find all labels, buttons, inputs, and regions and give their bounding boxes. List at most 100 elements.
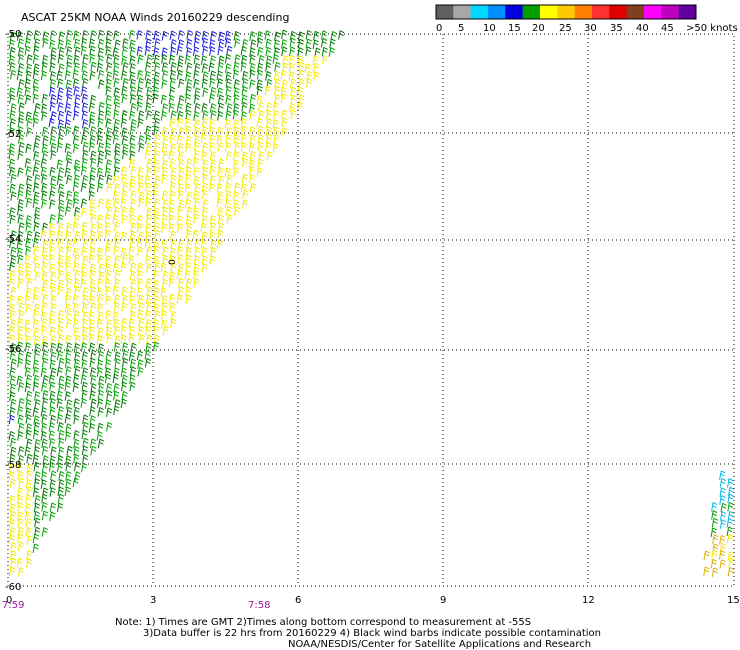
wind-barb [40, 230, 47, 240]
wind-barb [49, 166, 56, 177]
wind-barb [242, 199, 249, 209]
wind-barb [161, 54, 168, 64]
wind-barb [249, 62, 256, 73]
wind-barb [129, 94, 137, 104]
wind-barb [48, 254, 55, 264]
wind-barb [49, 39, 56, 50]
wind-barb [209, 77, 216, 88]
wind-barb [120, 381, 128, 392]
wind-barb [57, 134, 64, 144]
wind-barb [727, 502, 734, 512]
wind-barb [162, 270, 169, 281]
wind-barb [185, 142, 192, 153]
wind-barb [161, 301, 168, 312]
wind-barb [33, 221, 40, 232]
wind-barb [160, 319, 168, 329]
wind-barb [193, 255, 200, 265]
wind-barb [144, 182, 152, 192]
wind-barb [201, 117, 209, 128]
wind-barb [217, 206, 224, 217]
wind-barb [128, 333, 135, 344]
wind-barb [129, 270, 136, 281]
wind-barb [32, 359, 39, 369]
wind-barb [114, 39, 121, 49]
wind-barb [154, 261, 161, 272]
wind-barb [97, 303, 104, 313]
wind-barb [50, 295, 57, 305]
wind-barb [82, 53, 89, 64]
wind-barb [224, 37, 232, 48]
wind-barb [121, 357, 129, 368]
wind-barb [162, 246, 169, 256]
wind-barb [146, 110, 153, 120]
wind-barb [137, 167, 144, 177]
wind-barb [50, 271, 57, 281]
wind-barb [25, 399, 32, 409]
wind-barb [328, 47, 335, 57]
wind-barb [32, 454, 39, 464]
wind-barb [202, 142, 209, 152]
latitude-labels: -50 -52 -54 -56 -58 -60 [5, 29, 21, 593]
wind-barb [168, 293, 176, 304]
wind-barb [193, 69, 200, 80]
wind-barb [57, 317, 65, 328]
wind-barb [113, 221, 121, 232]
wind-barb [146, 334, 153, 344]
wind-barb [194, 102, 201, 113]
wind-barb [57, 214, 64, 224]
wind-barb [120, 198, 127, 208]
wind-barb [97, 398, 104, 408]
wind-barb [289, 103, 296, 113]
wind-barb [273, 39, 280, 49]
wind-barb [113, 390, 120, 401]
wind-barb [49, 229, 56, 240]
wind-barb [9, 207, 16, 217]
wind-barb [216, 126, 224, 137]
wind-barb [72, 247, 79, 257]
wind-barb [9, 94, 16, 104]
wind-barb [153, 222, 160, 232]
wind-barb [34, 517, 41, 528]
wind-barb [193, 166, 200, 177]
wind-barb [216, 78, 224, 88]
wind-barb [241, 173, 248, 184]
wind-barb [185, 174, 192, 184]
wind-barb [710, 527, 717, 538]
wind-barb [146, 301, 153, 312]
wind-barb [49, 502, 57, 513]
wind-barb [64, 431, 72, 441]
wind-barb [32, 543, 39, 554]
wind-barb [186, 38, 193, 49]
wind-barb [9, 367, 16, 377]
wind-barb [41, 270, 48, 281]
wind-barb [9, 214, 16, 225]
wind-barb [192, 269, 200, 280]
wind-barb [146, 207, 153, 217]
wind-barb [121, 302, 128, 312]
wind-barb [97, 142, 105, 152]
wind-barb [217, 62, 224, 72]
wind-barb [145, 102, 152, 112]
wind-barb [25, 526, 32, 537]
wind-barb [106, 333, 113, 344]
wind-barb [265, 109, 273, 120]
wind-barb [257, 141, 264, 152]
wind-barb [106, 53, 113, 64]
wind-barb [9, 478, 16, 488]
wind-barb [74, 46, 81, 57]
wind-barb [58, 429, 65, 440]
wind-barb [121, 55, 128, 66]
wind-barb [9, 31, 16, 42]
wind-barb [137, 69, 144, 80]
wind-barb [49, 135, 56, 145]
wind-barb [168, 223, 175, 233]
wind-barb [105, 94, 112, 105]
wind-barb [33, 366, 40, 377]
wind-barb [177, 223, 184, 233]
wind-barb [184, 93, 192, 104]
wind-barb [298, 69, 305, 80]
wind-barb [137, 359, 144, 369]
wind-barb [9, 407, 16, 417]
wind-barb [720, 502, 727, 513]
wind-barb [90, 349, 97, 360]
